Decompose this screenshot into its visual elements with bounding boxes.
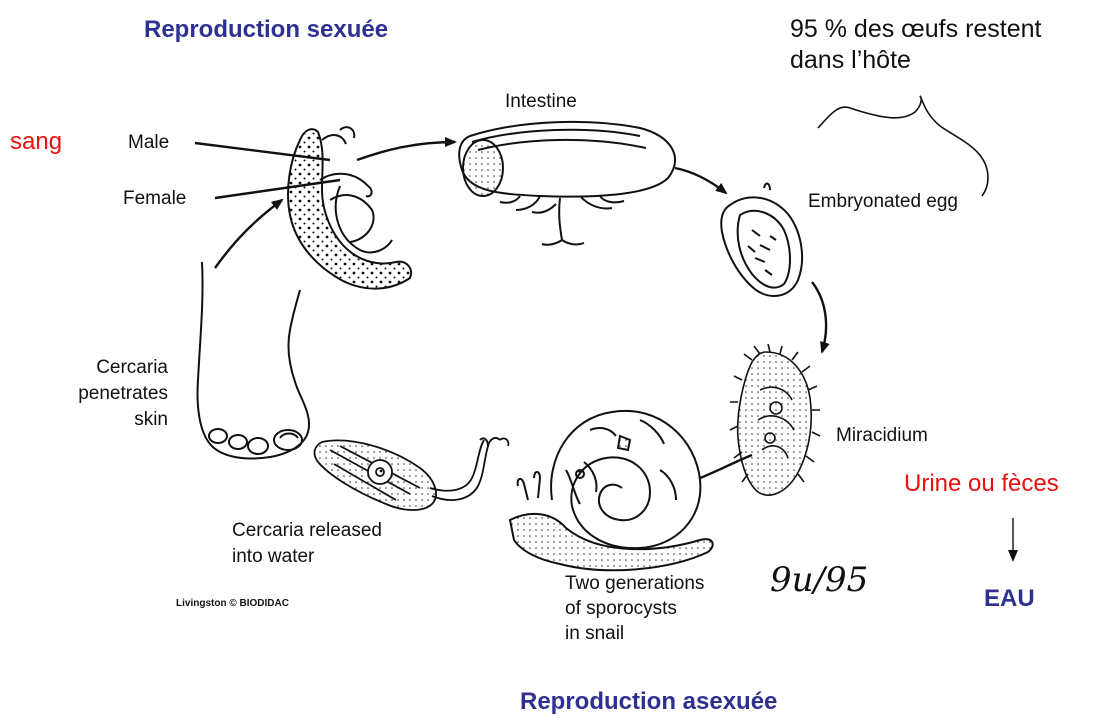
label-female: Female	[123, 188, 187, 209]
label-embryonated-egg: Embryonated egg	[808, 191, 958, 212]
sexual-reproduction-title: Reproduction sexuée	[144, 16, 389, 43]
arrow-intestine-to-egg	[674, 166, 728, 195]
embryonated-egg-drawing	[720, 182, 804, 297]
asexual-reproduction-title: Reproduction asexuée	[520, 688, 778, 715]
label-sporocysts-line2: of sporocysts	[565, 598, 677, 619]
adult-worms-drawing	[287, 126, 412, 290]
label-miracidium: Miracidium	[836, 425, 928, 446]
miracidium-drawing	[729, 343, 821, 496]
label-cercaria-penetrates-line1: Cercaria	[96, 357, 168, 378]
label-intestine: Intestine	[505, 91, 577, 112]
label-male: Male	[128, 132, 170, 153]
water-annotation: EAU	[984, 585, 1035, 612]
eggs-note-line2: dans l’hôte	[790, 46, 911, 74]
snail-drawing	[508, 409, 714, 572]
credit-label: Livingston © BIODIDAC	[176, 598, 289, 609]
brace-annotation	[817, 95, 989, 197]
blood-annotation: sang	[10, 128, 63, 155]
excretion-annotation: Urine ou fèces	[904, 470, 1059, 497]
label-sporocysts-line1: Two generations	[565, 573, 705, 594]
foot-drawing	[196, 261, 310, 460]
eggs-note-line1: 95 % des œufs restent	[790, 15, 1042, 43]
label-sporocysts-line3: in snail	[565, 623, 625, 644]
label-cercaria-released-line2: into water	[232, 546, 315, 567]
cercaria-drawing	[313, 437, 510, 511]
label-cercaria-penetrates-line2: penetrates	[78, 383, 168, 404]
intestine-drawing	[458, 120, 677, 246]
label-cercaria-penetrates-line3: skin	[134, 409, 168, 430]
label-cercaria-released-line1: Cercaria released	[232, 520, 382, 541]
arrow-foot-to-worms	[214, 198, 284, 269]
arrow-egg-to-miracidium	[811, 281, 830, 354]
arrow-worms-to-intestine	[356, 137, 457, 162]
handwritten-date: 9u/95	[770, 560, 869, 600]
